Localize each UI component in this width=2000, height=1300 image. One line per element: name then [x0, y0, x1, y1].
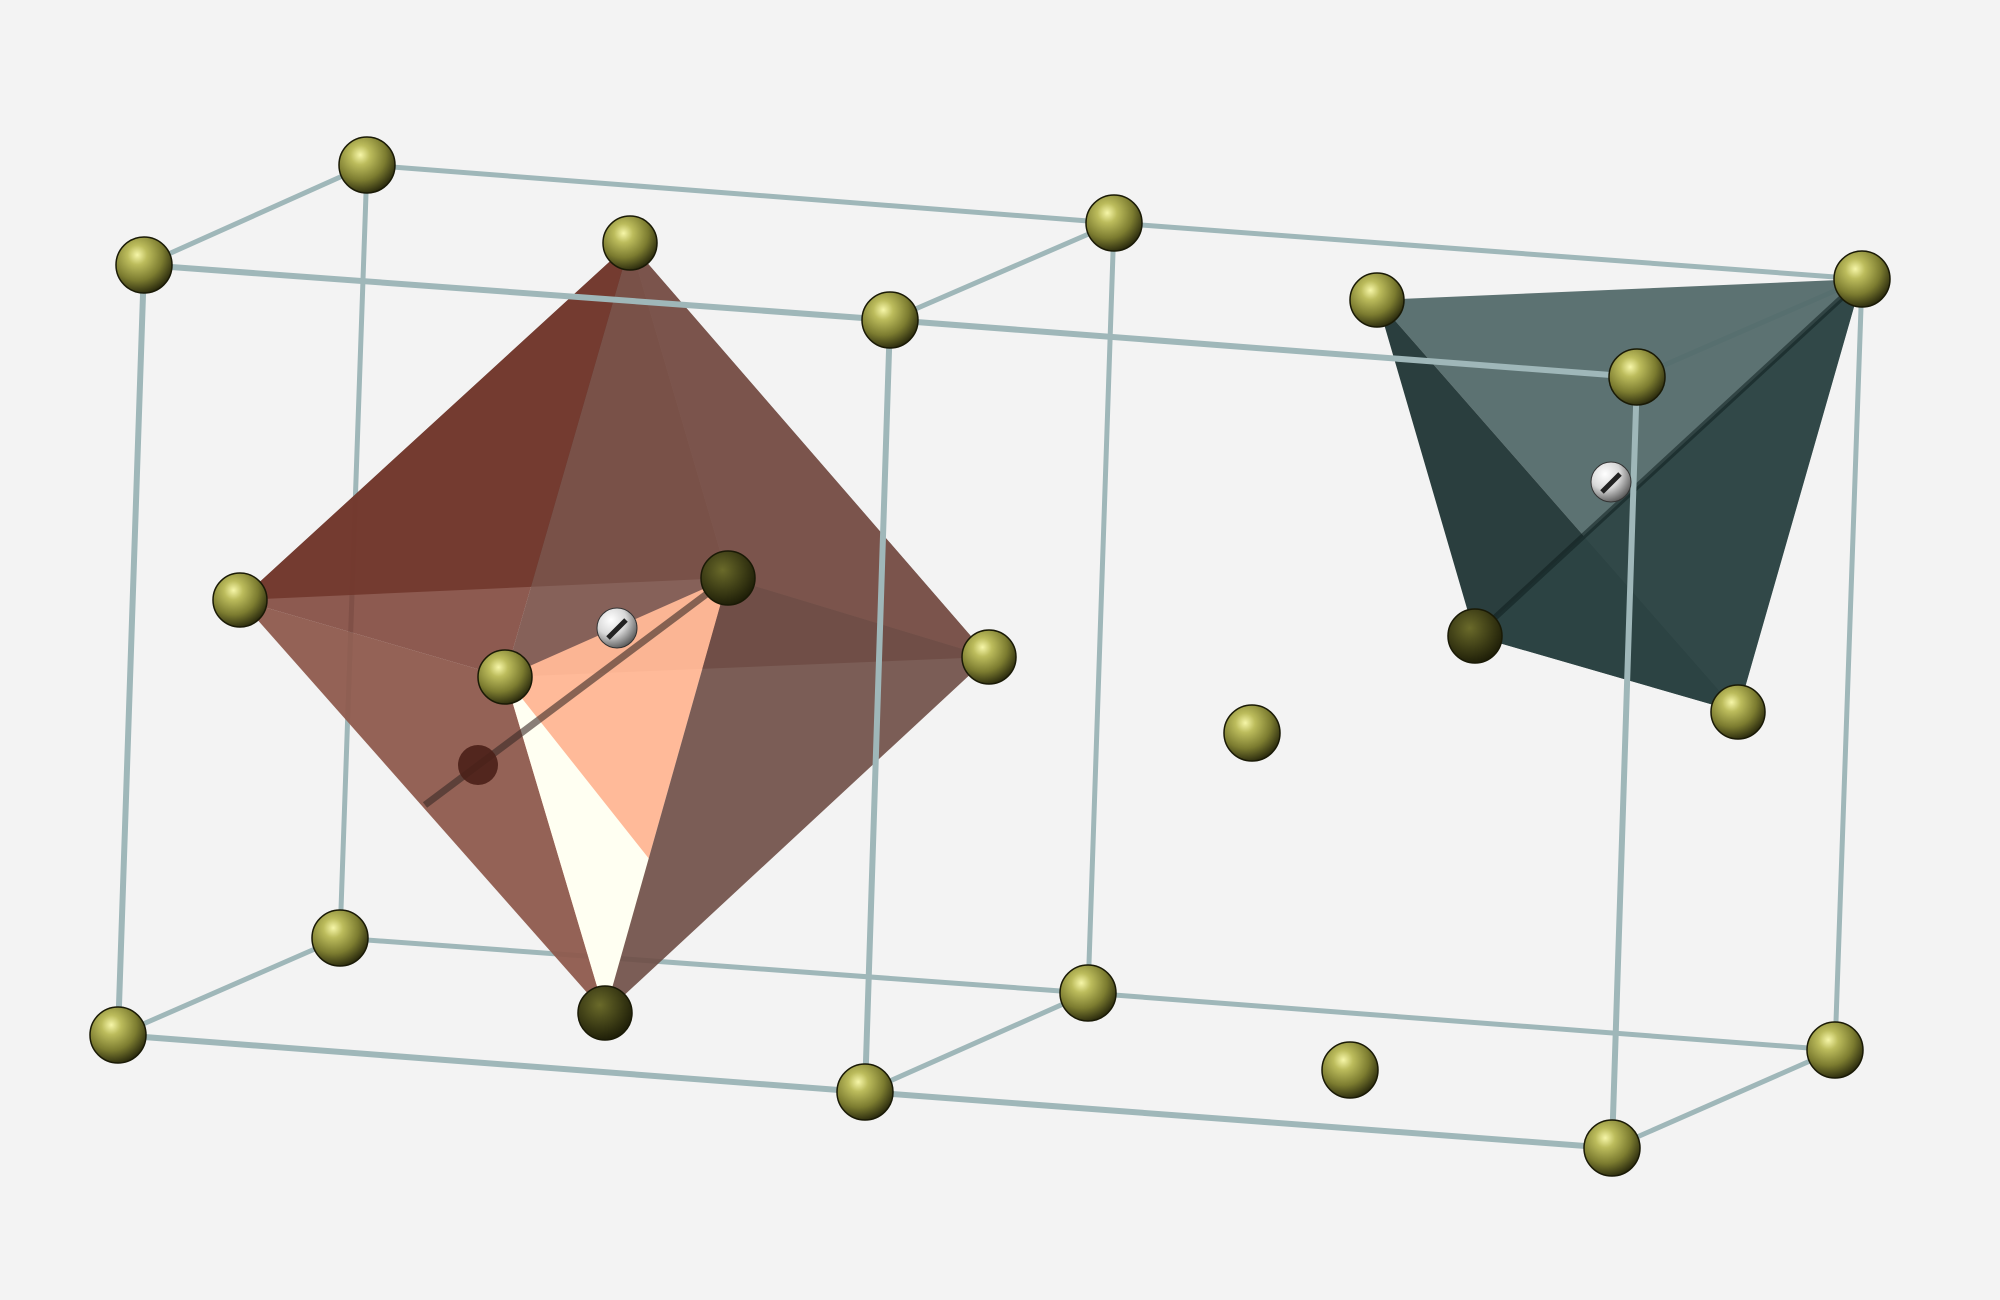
cell-edge — [887, 220, 1117, 323]
cell-edge — [862, 317, 893, 1095]
cell-edge — [115, 935, 343, 1038]
unit-cell-front-edges — [115, 262, 1640, 1151]
interstitial-atoms — [596, 461, 1632, 649]
octahedron-face — [605, 578, 989, 1013]
lattice-atom — [458, 745, 498, 785]
lattice-atom — [477, 649, 533, 705]
lattice-atom — [602, 215, 658, 271]
cell-edge — [1085, 220, 1117, 996]
lattice-atom — [311, 909, 369, 967]
lattice-atom — [338, 136, 396, 194]
lattice-atoms — [89, 136, 1891, 1177]
lattice-atom — [961, 629, 1017, 685]
cell-edge — [862, 990, 1091, 1095]
lattice-atom — [1321, 1041, 1379, 1099]
cell-edge — [1085, 990, 1838, 1053]
octahedron-face — [505, 243, 989, 677]
lattice-atom — [1447, 608, 1503, 664]
cell-edge — [141, 162, 370, 268]
cell-edge — [1609, 1047, 1838, 1151]
lattice-atom — [1710, 684, 1766, 740]
cell-edge — [337, 935, 1091, 996]
octahedron-face — [505, 578, 728, 1013]
lattice-atom — [1085, 194, 1143, 252]
lattice-atom — [1833, 250, 1891, 308]
lattice-atom — [836, 1063, 894, 1121]
lattice-atom — [861, 291, 919, 349]
octahedral-interstitial-site — [240, 243, 989, 1013]
cell-edge — [364, 162, 1117, 226]
lattice-atom — [115, 236, 173, 294]
octahedron-face — [240, 600, 605, 1013]
cell-edge — [115, 1032, 868, 1095]
lattice-atom — [89, 1006, 147, 1064]
lattice-atom — [1608, 348, 1666, 406]
lattice-atom — [1059, 964, 1117, 1022]
octahedron-face — [240, 243, 630, 677]
cell-edge — [1111, 220, 1865, 282]
cell-edge — [887, 317, 1640, 380]
lattice-atom — [1583, 1119, 1641, 1177]
unit-cell-back-edges — [115, 162, 1865, 1151]
lattice-atom — [1806, 1021, 1864, 1079]
tetrahedron-face — [1475, 279, 1862, 712]
tetrahedron-edge — [1472, 276, 1865, 639]
lattice-atom — [700, 550, 756, 606]
interstitial-atom-marker — [1600, 472, 1622, 494]
lattice-atom — [212, 572, 268, 628]
lattice-atom — [577, 985, 633, 1041]
cell-edge — [862, 1089, 1615, 1151]
cell-edge — [1832, 276, 1865, 1053]
lattice-atom — [1349, 272, 1405, 328]
cell-edge — [1609, 374, 1640, 1151]
cell-edge — [141, 262, 893, 323]
cell-edge — [115, 262, 147, 1038]
interstitial-atom-marker — [606, 618, 628, 640]
octahedron-face — [505, 677, 650, 1013]
lattice-atom — [1223, 704, 1281, 762]
